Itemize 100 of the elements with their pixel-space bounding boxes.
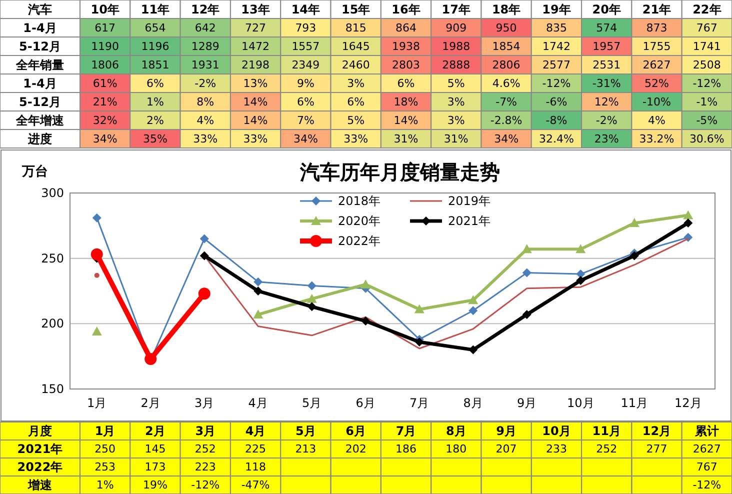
data-label: -1% <box>696 95 718 108</box>
data-label: 6% <box>397 76 415 90</box>
data-label: 2460 <box>342 58 370 72</box>
point <box>307 281 316 290</box>
data-label: 23% <box>594 132 619 146</box>
data-label: 1931 <box>191 58 220 72</box>
data-label: 252 <box>194 442 216 456</box>
data-label: 2198 <box>242 58 270 72</box>
x-tick-label: 9月 <box>496 424 516 438</box>
point <box>92 326 102 336</box>
data-label: -5% <box>696 114 718 127</box>
data-label: -31% <box>592 76 621 90</box>
data-label: -6% <box>546 95 568 108</box>
x-tick-label: 7月 <box>410 396 430 410</box>
legend-label: 2020年 <box>338 214 381 228</box>
data-label: 186 <box>396 442 416 456</box>
x-tick-label: 14年 <box>291 2 320 16</box>
data-label: 31% <box>394 132 418 146</box>
y-tick-label: 1-4月 <box>23 76 57 90</box>
data-label: 52% <box>644 76 669 90</box>
x-tick-label: 11年 <box>140 2 170 16</box>
data-label: 909 <box>446 21 467 34</box>
data-label: 1190 <box>91 40 120 53</box>
data-label: 835 <box>546 21 567 34</box>
data-label: 34% <box>293 132 318 146</box>
point <box>200 234 209 244</box>
data-label: 223 <box>194 460 216 474</box>
data-label: 1196 <box>141 40 170 53</box>
y-tick-label: 200 <box>41 316 64 331</box>
data-label: 1988 <box>442 40 470 53</box>
data-label: 950 <box>496 21 517 34</box>
data-label: 2577 <box>542 58 570 72</box>
data-label: 1755 <box>642 40 671 53</box>
data-label: 727 <box>245 21 266 34</box>
point <box>414 304 424 314</box>
data-label: 1741 <box>692 40 721 53</box>
data-label: 1957 <box>592 40 621 53</box>
data-label: -8% <box>546 114 568 127</box>
data-label: 2627 <box>642 58 671 72</box>
point <box>468 295 478 304</box>
data-label: 864 <box>396 21 416 34</box>
y-tick-label: 250 <box>41 251 64 266</box>
point <box>94 272 100 278</box>
y-tick-label: 全年增速 <box>15 113 65 128</box>
x-tick-label: 12年 <box>191 2 220 16</box>
data-label: 18% <box>394 95 418 108</box>
x-tick-label: 9月 <box>517 396 537 410</box>
data-label: 14% <box>243 114 268 127</box>
data-label: 33% <box>193 132 218 146</box>
data-label: 35% <box>143 132 168 146</box>
data-label: 14% <box>243 95 268 108</box>
point <box>254 286 263 296</box>
x-tick-label: 4月 <box>245 424 266 438</box>
data-label: 12% <box>594 95 619 108</box>
data-label: 14% <box>394 114 418 127</box>
data-label: 654 <box>144 21 166 34</box>
point <box>414 337 424 346</box>
data-label: 1854 <box>492 40 520 53</box>
data-label: 33.2% <box>639 132 674 146</box>
data-label: 1% <box>96 478 114 492</box>
y-tick-label: 进度 <box>27 132 52 146</box>
x-tick-label: 20年 <box>592 2 621 16</box>
data-label: 33% <box>243 132 268 146</box>
point <box>522 244 532 254</box>
data-label: 7% <box>296 114 314 127</box>
data-label: 574 <box>596 21 618 34</box>
data-label: 8% <box>196 95 214 108</box>
y-tick-label: 1-4月 <box>23 20 57 35</box>
x-tick-label: 1月 <box>94 424 116 438</box>
data-label: -10% <box>642 95 671 108</box>
data-label: 617 <box>94 21 116 34</box>
x-tick-label: 13年 <box>241 2 270 16</box>
point <box>576 244 586 254</box>
x-tick-label: 5月 <box>302 396 322 410</box>
data-label: 1289 <box>191 40 220 53</box>
data-label: 3% <box>447 114 465 127</box>
data-label: 6% <box>296 95 314 108</box>
x-tick-label: 1月 <box>87 396 107 410</box>
x-tick-label: 3月 <box>195 424 216 438</box>
point <box>254 277 263 286</box>
data-label: 34% <box>92 132 118 146</box>
point <box>683 210 694 220</box>
y-axis-title: 月度 <box>27 424 52 438</box>
y-axis-title: 万台 <box>21 164 48 180</box>
point <box>200 251 209 260</box>
data-label: 30.6% <box>689 132 724 146</box>
data-label: 2888 <box>442 58 470 72</box>
x-tick-label: 8月 <box>463 396 483 410</box>
data-label: 233 <box>546 442 567 456</box>
data-label: 2803 <box>392 58 420 72</box>
point <box>307 302 316 312</box>
data-label: 225 <box>245 442 266 456</box>
x-tick-label: 17年 <box>442 2 471 16</box>
data-label: 3% <box>347 76 365 90</box>
x-tick-label: 16年 <box>392 2 420 16</box>
data-label: 2349 <box>292 58 320 72</box>
point <box>360 279 371 288</box>
data-label: 767 <box>696 460 718 474</box>
data-label: 767 <box>696 21 718 34</box>
chart-title: 汽车历年月度销量走势 <box>299 160 500 184</box>
